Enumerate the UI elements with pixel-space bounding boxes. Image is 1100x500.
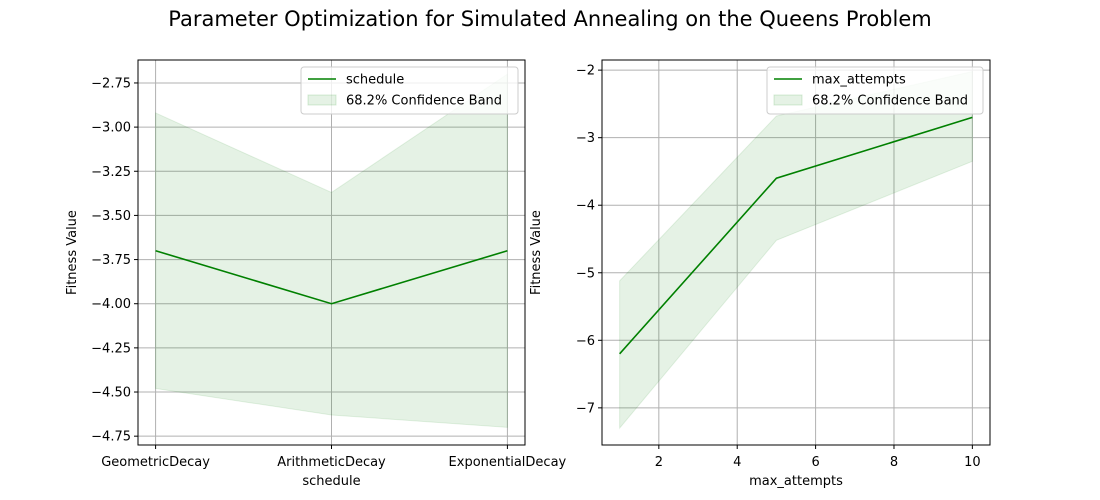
y-tick-label: −6 [576, 334, 595, 349]
x-axis-label: max_attempts [749, 474, 843, 489]
legend-label-band: 68.2% Confidence Band [812, 94, 968, 109]
legend-band-swatch [307, 94, 337, 106]
y-tick-label: −3 [576, 131, 595, 146]
y-tick-label: −2.75 [91, 76, 131, 91]
x-tick-label: 8 [890, 455, 898, 470]
y-tick-label: −4 [576, 199, 595, 214]
y-tick-label: −3.00 [91, 121, 131, 136]
y-tick-label: −7 [576, 401, 595, 416]
y-tick-label: −4.00 [91, 297, 131, 312]
y-tick-label: −4.50 [91, 386, 131, 401]
legend-label-band: 68.2% Confidence Band [346, 94, 502, 109]
series-line-max-attempts [619, 116, 973, 355]
y-tick-label: −4.75 [91, 430, 131, 445]
legend-label-series: schedule [346, 73, 404, 88]
legend-frame [300, 66, 519, 115]
legend: schedule 68.2% Confidence Band [300, 66, 519, 115]
confidence-band [619, 70, 973, 430]
y-tick-label: −2 [576, 64, 595, 79]
subplot-schedule: GeometricDecay ArithmeticDecay Exponential… [65, 59, 567, 489]
y-axis-label: Fitness Value [529, 210, 544, 295]
x-tick-label: GeometricDecay [101, 455, 210, 470]
x-tick-label: 6 [811, 455, 819, 470]
y-axis-label: Fitness Value [65, 210, 80, 295]
legend-frame [766, 66, 984, 115]
confidence-band [155, 73, 508, 428]
axes-frame [601, 59, 991, 446]
x-tick-label: 10 [964, 455, 981, 470]
series-line-schedule [155, 249, 508, 305]
y-tick-label: −5 [576, 266, 595, 281]
y-tick-label: −3.75 [91, 253, 131, 268]
x-tick-label: 4 [733, 455, 741, 470]
y-tick-label: −3.25 [91, 165, 131, 180]
y-tick-label: −4.25 [91, 341, 131, 356]
subplot-max-attempts: 2 4 6 8 10 −7 −6 −5 −4 −3 −2 max_attempts Fitness Va… [529, 59, 991, 489]
legend-band-swatch [773, 94, 803, 106]
y-tick-label: −3.50 [91, 209, 131, 224]
x-axis-label: schedule [302, 474, 360, 489]
figure-title: Parameter Optimization for Simulated Ann… [168, 7, 931, 31]
x-tick-label: ArithmeticDecay [277, 455, 386, 470]
x-tick-label: ExponentialDecay [449, 455, 567, 470]
legend: max_attempts 68.2% Confidence Band [766, 66, 984, 115]
x-tick-label: 2 [655, 455, 663, 470]
legend-label-series: max_attempts [812, 73, 906, 88]
